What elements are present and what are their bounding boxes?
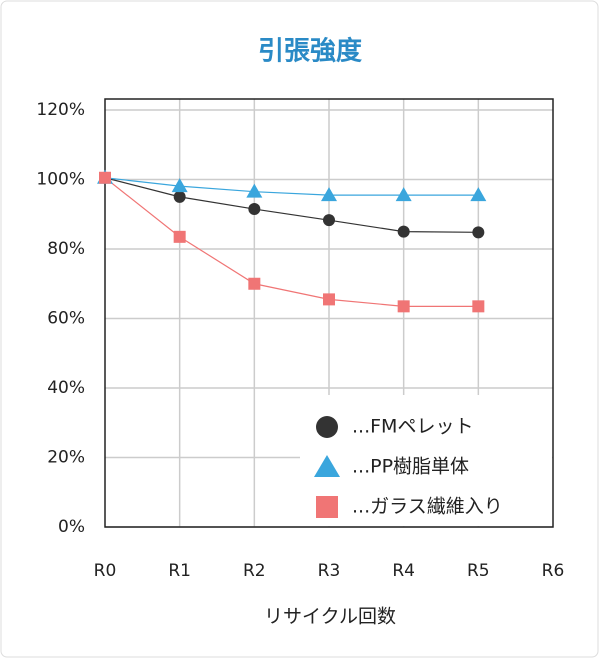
y-tick-label: 20% — [47, 448, 85, 468]
x-tick-label: R0 — [94, 561, 117, 581]
series-line — [104, 177, 479, 233]
x-tick-label: R2 — [243, 561, 266, 581]
point — [321, 187, 337, 202]
y-tick-label: 80% — [47, 239, 85, 259]
point — [171, 178, 188, 193]
point — [99, 171, 111, 184]
y-tick-label: 120% — [36, 100, 85, 120]
point — [472, 226, 485, 239]
point — [472, 300, 485, 313]
y-tick-label: 0% — [58, 517, 85, 537]
point — [173, 190, 186, 203]
x-tick-label: R3 — [318, 561, 341, 581]
point — [248, 277, 261, 290]
point — [246, 183, 263, 198]
point — [397, 300, 410, 313]
legend-label: ...ガラス繊維入り — [352, 496, 503, 518]
point — [173, 230, 186, 243]
legend-marker — [316, 416, 338, 438]
y-tick-label: 100% — [36, 170, 85, 190]
y-tick-label: 60% — [47, 309, 85, 329]
legend-marker — [316, 496, 338, 518]
series-line — [104, 177, 479, 307]
y-tick-label: 40% — [47, 378, 85, 398]
x-tick-label: R4 — [392, 561, 415, 581]
point — [248, 203, 261, 216]
point — [323, 214, 335, 227]
x-axis-label: リサイクル回数 — [264, 606, 396, 628]
legend-label: ...PP樹脂単体 — [352, 456, 469, 478]
legend-box — [300, 395, 552, 526]
legend-label: ...FMペレット — [352, 416, 473, 438]
x-tick-label: R6 — [542, 561, 565, 581]
point — [397, 225, 410, 238]
point — [323, 293, 335, 306]
chart-title: 引張強度 — [258, 36, 362, 67]
series-line — [104, 177, 479, 196]
x-tick-label: R5 — [467, 561, 490, 581]
plot-frame — [104, 98, 554, 528]
x-tick-label: R1 — [168, 561, 191, 581]
legend-marker — [314, 455, 340, 477]
point — [470, 187, 487, 202]
point — [395, 187, 412, 202]
